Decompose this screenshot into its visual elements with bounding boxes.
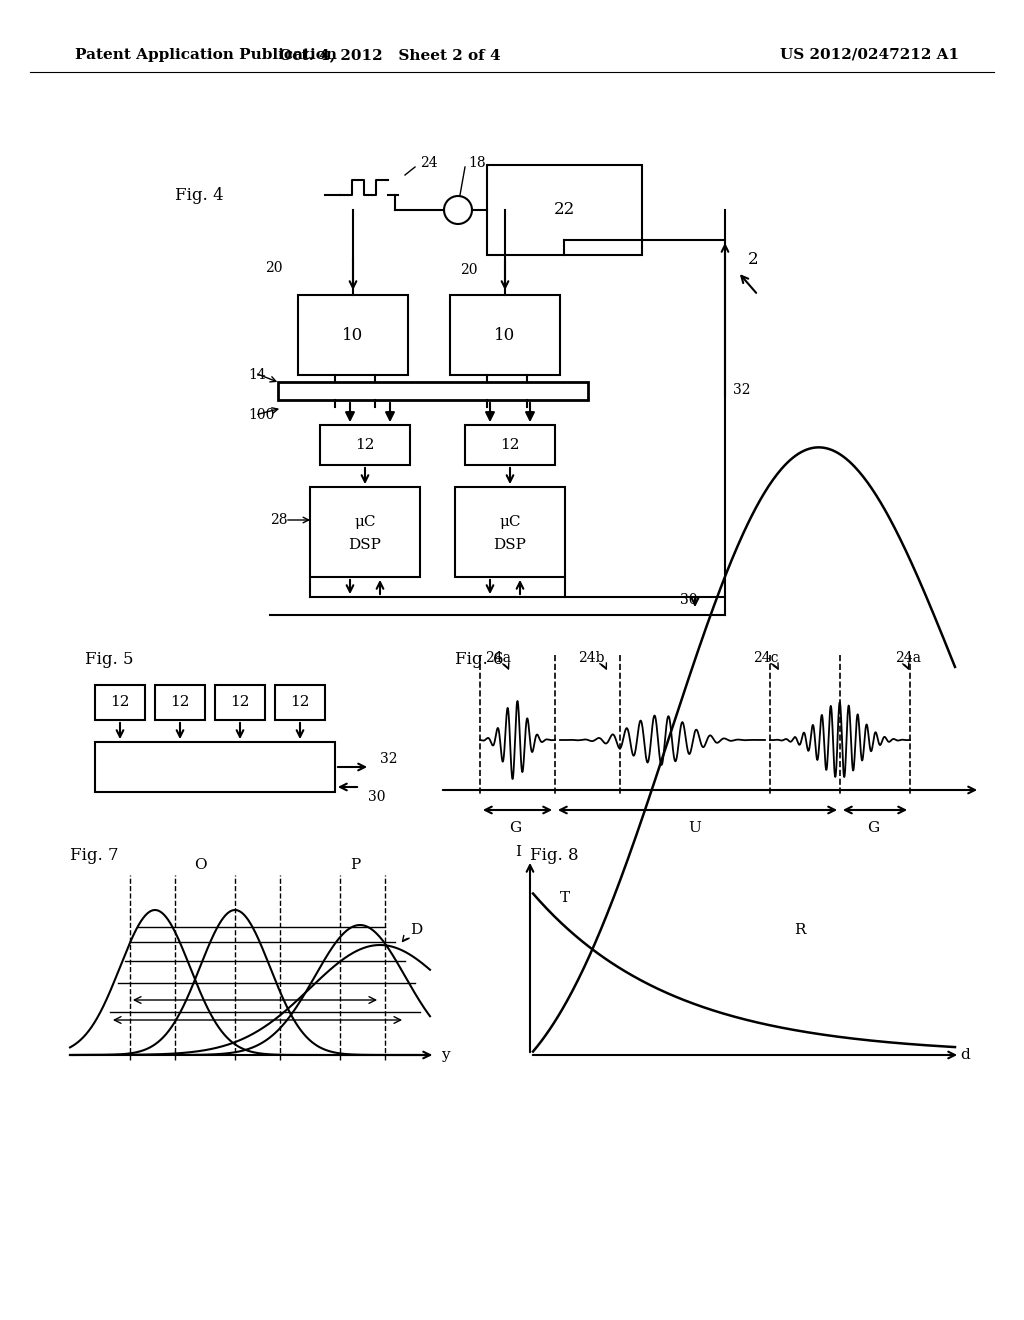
Text: Oct. 4, 2012   Sheet 2 of 4: Oct. 4, 2012 Sheet 2 of 4 <box>280 48 501 62</box>
Text: 32: 32 <box>380 752 397 766</box>
Text: 12: 12 <box>170 696 189 709</box>
Text: 12: 12 <box>290 696 309 709</box>
Text: 18: 18 <box>468 156 485 170</box>
Text: I: I <box>515 845 521 859</box>
Bar <box>310 487 420 577</box>
Text: 24a: 24a <box>895 651 921 665</box>
Text: 28: 28 <box>270 513 288 527</box>
Text: 14: 14 <box>248 368 266 381</box>
Text: US 2012/0247212 A1: US 2012/0247212 A1 <box>780 48 959 62</box>
Text: G: G <box>509 821 521 836</box>
Bar <box>450 294 560 375</box>
Text: 10: 10 <box>495 326 516 343</box>
Text: 30: 30 <box>680 593 697 607</box>
Bar <box>455 487 565 577</box>
Text: Fig. 8: Fig. 8 <box>530 846 579 863</box>
Text: 10: 10 <box>342 326 364 343</box>
Text: 30: 30 <box>368 789 385 804</box>
Text: Patent Application Publication: Patent Application Publication <box>75 48 337 62</box>
Text: μC: μC <box>500 515 521 529</box>
Text: R: R <box>795 923 806 937</box>
Bar <box>95 742 335 792</box>
Text: μC: μC <box>354 515 376 529</box>
Text: T: T <box>560 891 570 906</box>
Text: Fig. 6: Fig. 6 <box>455 652 504 668</box>
Bar <box>298 294 408 375</box>
Text: D: D <box>410 923 422 937</box>
Text: O: O <box>194 858 206 873</box>
Bar <box>275 685 325 719</box>
Text: P: P <box>350 858 360 873</box>
Bar <box>95 685 145 719</box>
Bar <box>487 165 642 255</box>
Bar <box>155 685 205 719</box>
Text: Fig. 5: Fig. 5 <box>85 652 133 668</box>
Text: U: U <box>688 821 701 836</box>
Bar <box>215 685 265 719</box>
Text: 24a: 24a <box>485 651 511 665</box>
Text: d: d <box>961 1048 970 1063</box>
Text: 100: 100 <box>248 408 274 422</box>
Bar <box>319 425 410 465</box>
Bar <box>465 425 555 465</box>
Text: y: y <box>440 1048 450 1063</box>
Text: 22: 22 <box>553 202 574 219</box>
Text: 12: 12 <box>355 438 375 451</box>
Text: 24: 24 <box>420 156 437 170</box>
Text: 24b: 24b <box>578 651 604 665</box>
Text: G: G <box>867 821 880 836</box>
Text: Fig. 4: Fig. 4 <box>175 186 223 203</box>
Text: 2: 2 <box>748 252 759 268</box>
Text: 12: 12 <box>111 696 130 709</box>
Text: DSP: DSP <box>348 539 381 552</box>
Text: Fig. 7: Fig. 7 <box>70 846 119 863</box>
Text: 32: 32 <box>733 383 751 397</box>
Text: 24c: 24c <box>753 651 778 665</box>
Text: 20: 20 <box>460 263 477 277</box>
Text: 20: 20 <box>265 261 283 275</box>
Text: 12: 12 <box>230 696 250 709</box>
Text: DSP: DSP <box>494 539 526 552</box>
Text: 12: 12 <box>501 438 520 451</box>
Bar <box>278 381 588 400</box>
